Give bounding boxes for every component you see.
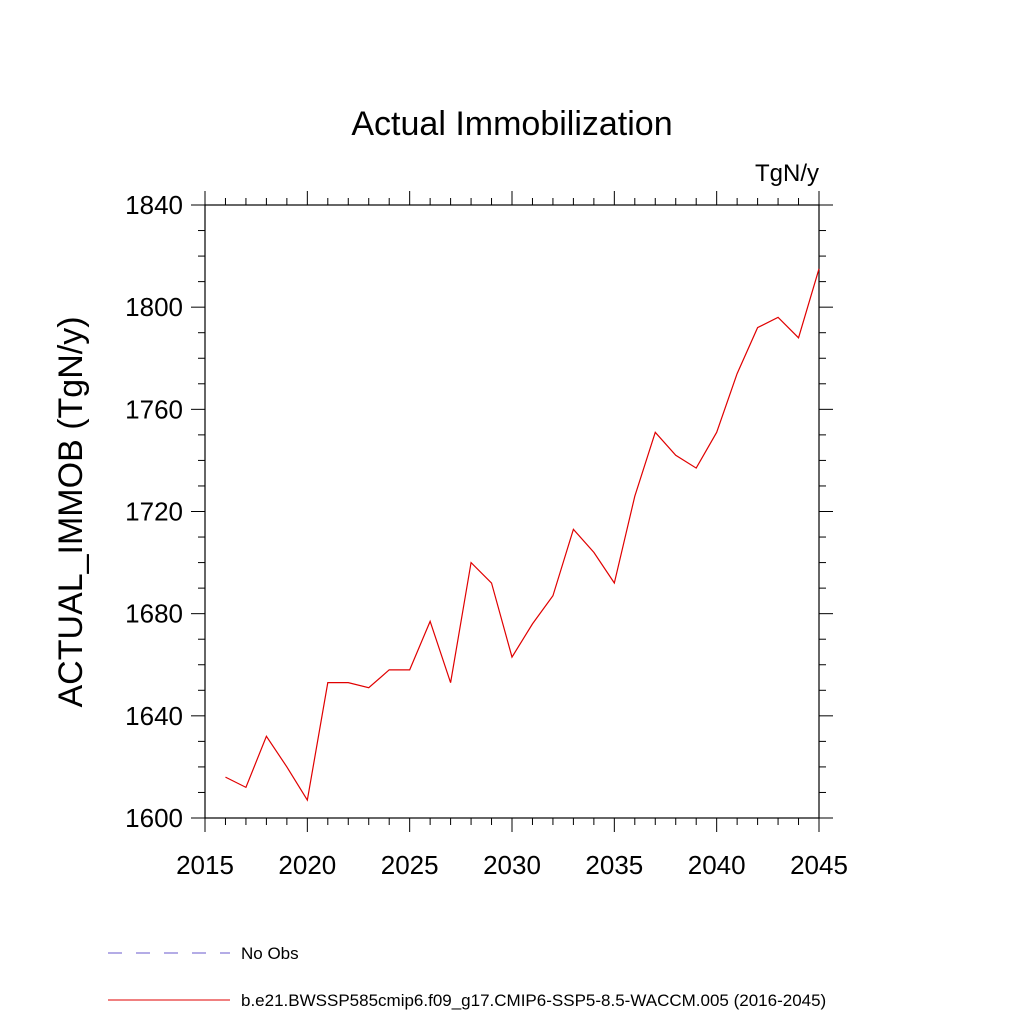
y-tick-label: 1760 (125, 394, 183, 424)
plot-area (204, 204, 820, 819)
x-tick-label: 2040 (688, 850, 746, 880)
y-tick-label: 1840 (125, 190, 183, 220)
minor-ticks (198, 198, 826, 825)
y-tick-label: 1680 (125, 599, 183, 629)
legend: No Obs b.e21.BWSSP585cmip6.f09_g17.CMIP6… (108, 944, 826, 1010)
x-tick-labels: 2015 2020 2025 2030 2035 2040 2045 (176, 850, 848, 880)
series-layer (225, 268, 820, 802)
y-tick-label: 1600 (125, 803, 183, 833)
x-tick-label: 2020 (278, 850, 336, 880)
x-tick-label: 2030 (483, 850, 541, 880)
y-tick-label: 1720 (125, 497, 183, 527)
series-line-0 (225, 268, 820, 802)
y-axis-label: ACTUAL_IMMOB (TgN/y) (52, 316, 90, 707)
x-tick-label: 2045 (790, 850, 848, 880)
x-tick-label: 2035 (585, 850, 643, 880)
units-label: TgN/y (755, 160, 819, 187)
x-tick-label: 2015 (176, 850, 234, 880)
y-tick-label: 1640 (125, 701, 183, 731)
x-tick-label: 2025 (381, 850, 439, 880)
legend-label-no-obs: No Obs (241, 944, 299, 963)
legend-label-model: b.e21.BWSSP585cmip6.f09_g17.CMIP6-SSP5-8… (241, 991, 826, 1010)
chart-title: Actual Immobilization (351, 105, 672, 143)
plot-border (204, 204, 820, 819)
major-ticks (191, 191, 833, 832)
y-tick-label: 1800 (125, 292, 183, 322)
y-tick-labels: 1600 1640 1680 1720 1760 1800 1840 (125, 190, 183, 833)
